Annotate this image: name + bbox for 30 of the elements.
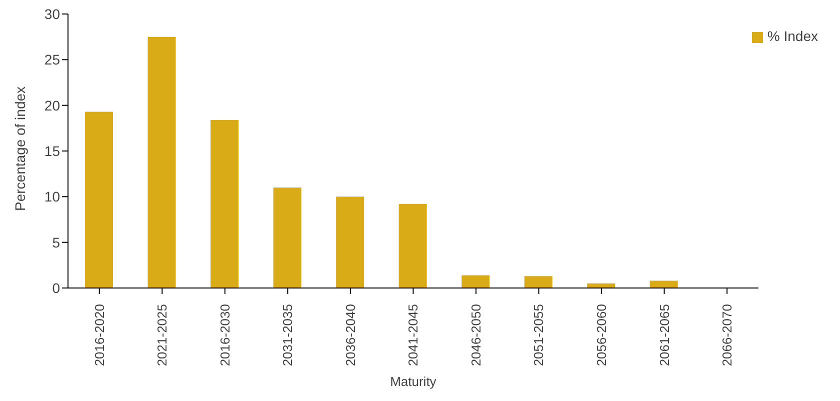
x-axis-title: Maturity (390, 374, 437, 389)
y-tick-label: 25 (44, 52, 60, 68)
bar (273, 188, 302, 288)
x-tick-label: 2016-2020 (92, 304, 107, 366)
y-tick-label: 5 (52, 234, 60, 250)
bar (462, 275, 490, 288)
x-tick-label: 2041-2045 (406, 304, 421, 366)
x-tick-label: 2056-2060 (594, 304, 609, 366)
bar (210, 120, 239, 288)
x-tick-label: 2036-2040 (342, 304, 358, 366)
bar (148, 36, 176, 288)
y-axis-title: Percentage of index (12, 86, 28, 211)
x-tick-label: 2021-2025 (154, 304, 170, 366)
y-tick-label: 15 (44, 142, 60, 159)
bar (524, 276, 552, 288)
y-tick-label: 30 (44, 6, 60, 22)
x-tick-label: 2046-2050 (468, 304, 484, 366)
x-tick-label: 2066-2070 (720, 304, 735, 366)
y-tick-label: 20 (44, 97, 60, 114)
y-tick-label: 0 (52, 280, 60, 296)
x-tick-label: 2061-2065 (656, 304, 672, 366)
x-tick-label: 2051-2055 (531, 304, 546, 366)
bar (398, 204, 427, 288)
bar (650, 280, 678, 288)
y-tick-label: 10 (44, 188, 60, 205)
bar (336, 196, 364, 288)
legend-label: % Index (767, 28, 818, 44)
bar (85, 112, 113, 288)
x-tick-label: 2016-2030 (217, 304, 232, 366)
x-tick-label: 2031-2035 (280, 304, 296, 366)
